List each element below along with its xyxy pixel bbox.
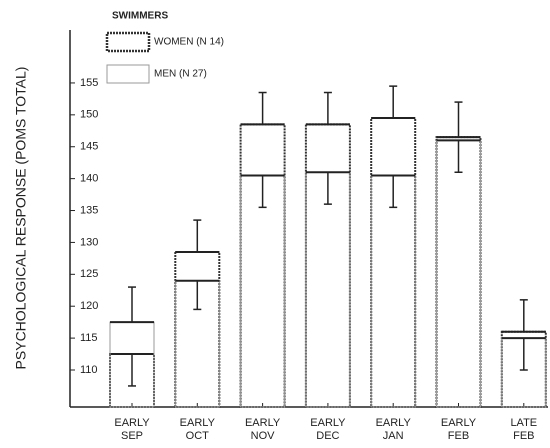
bar	[435, 136, 482, 408]
bar	[436, 139, 481, 408]
bar	[370, 117, 417, 408]
x-tick-label: EARLY SEP	[114, 417, 150, 442]
legend-swatch	[105, 31, 151, 53]
y-tick-label: 140	[80, 173, 98, 185]
bar	[370, 174, 416, 408]
y-tick-label: 120	[80, 300, 98, 312]
y-axis-label: PSYCHOLOGICAL RESPONSE (POMS TOTAL)	[13, 67, 29, 370]
y-tick-label: 150	[80, 109, 98, 121]
x-tick-label: EARLY OCT	[180, 417, 216, 442]
x-tick-label: EARLY NOV	[245, 417, 281, 442]
bar	[239, 123, 286, 408]
legend-title: SWIMMERS	[112, 11, 168, 22]
x-tick-label: EARLY DEC	[310, 417, 346, 442]
legend-label: MEN (N 27)	[154, 69, 207, 80]
bar	[240, 174, 286, 408]
x-tick-label: EARLY FEB	[441, 417, 477, 442]
y-tick-label: 155	[80, 77, 98, 89]
x-tick-label: EARLY JAN	[376, 417, 412, 442]
bar	[174, 250, 221, 408]
y-tick-label: 115	[80, 332, 98, 344]
y-tick-label: 135	[80, 204, 98, 216]
bar	[305, 171, 351, 408]
y-tick-label: 125	[80, 268, 98, 280]
legend-label: WOMEN (N 14)	[154, 37, 224, 48]
y-tick-label: 130	[80, 236, 98, 248]
y-tick-label: 110	[80, 364, 98, 376]
y-tick-label: 145	[80, 141, 98, 153]
x-tick-label: LATE FEB	[510, 417, 537, 442]
legend-swatch	[106, 64, 150, 84]
bar	[304, 123, 351, 408]
